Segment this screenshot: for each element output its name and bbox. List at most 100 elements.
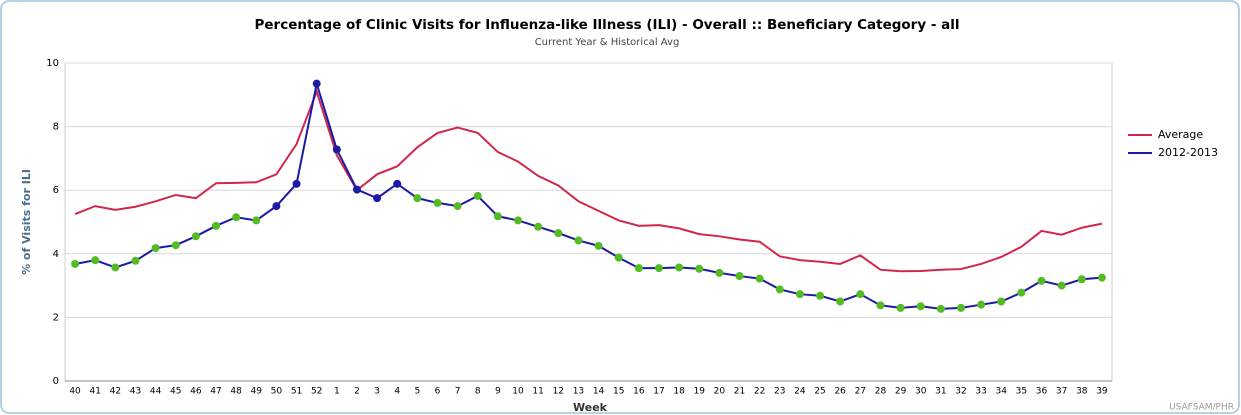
x-tick-label: 5 xyxy=(414,387,420,397)
x-tick-label: 9 xyxy=(495,387,501,397)
point xyxy=(1017,288,1026,297)
x-tick-label: 33 xyxy=(975,387,986,397)
x-tick-label: 41 xyxy=(89,387,100,397)
x-tick-label: 22 xyxy=(754,387,765,397)
y-tick-label: 4 xyxy=(53,249,59,260)
point xyxy=(493,212,502,221)
series-line xyxy=(74,88,1103,273)
x-tick-label: 4 xyxy=(394,387,400,397)
point xyxy=(332,145,341,154)
point xyxy=(836,297,845,306)
point xyxy=(634,264,643,273)
point xyxy=(191,232,200,241)
credit: USAFSAM/PHR xyxy=(1169,403,1234,413)
x-tick-label: 7 xyxy=(455,387,461,397)
point xyxy=(554,229,563,238)
x-tick-label: 6 xyxy=(435,387,441,397)
point xyxy=(614,253,623,262)
y-tick-label: 2 xyxy=(53,312,59,323)
point xyxy=(936,304,945,313)
point xyxy=(514,216,523,225)
point xyxy=(453,202,462,211)
y-tick-label: 8 xyxy=(53,122,59,133)
point xyxy=(896,303,905,312)
x-tick-label: 37 xyxy=(1056,387,1067,397)
x-tick-label: 52 xyxy=(311,387,322,397)
y-tick-label: 6 xyxy=(53,185,59,196)
x-tick-label: 38 xyxy=(1076,387,1088,397)
point xyxy=(212,221,221,230)
point xyxy=(534,222,543,231)
x-tick-label: 15 xyxy=(613,387,624,397)
x-tick-label: 11 xyxy=(532,387,543,397)
x-tick-label: 35 xyxy=(1016,387,1027,397)
x-tick-label: 48 xyxy=(230,387,242,397)
x-tick-label: 23 xyxy=(774,387,785,397)
point xyxy=(393,179,402,188)
x-tick-label: 40 xyxy=(69,387,81,397)
point xyxy=(272,202,281,211)
x-tick-label: 26 xyxy=(834,387,846,397)
point xyxy=(252,216,261,225)
point xyxy=(1077,275,1086,284)
x-tick-label: 25 xyxy=(814,387,825,397)
point xyxy=(413,194,422,203)
x-tick-label: 45 xyxy=(170,387,181,397)
x-tick-label: 44 xyxy=(150,387,162,397)
point xyxy=(775,285,784,294)
point xyxy=(131,256,140,265)
point xyxy=(71,259,80,268)
y-tick-label: 0 xyxy=(53,376,59,387)
x-tick-label: 19 xyxy=(694,387,706,397)
x-tick-label: 51 xyxy=(291,387,302,397)
point xyxy=(795,290,804,299)
point xyxy=(916,302,925,311)
point xyxy=(735,272,744,281)
point xyxy=(433,198,442,207)
x-tick-label: 47 xyxy=(210,387,221,397)
x-tick-label: 43 xyxy=(130,387,141,397)
point xyxy=(292,179,301,188)
point xyxy=(373,194,382,203)
x-tick-label: 39 xyxy=(1096,387,1108,397)
chart-title: Percentage of Clinic Visits for Influenz… xyxy=(255,17,960,33)
point xyxy=(232,213,241,222)
point xyxy=(111,263,120,272)
x-tick-label: 36 xyxy=(1036,387,1048,397)
point xyxy=(574,236,583,245)
x-tick-label: 17 xyxy=(653,387,664,397)
point xyxy=(695,264,704,273)
x-tick-label: 27 xyxy=(855,387,866,397)
point xyxy=(654,264,663,273)
point xyxy=(91,256,100,265)
x-tick-label: 1 xyxy=(334,387,340,397)
x-tick-label: 10 xyxy=(512,387,524,397)
x-tick-label: 20 xyxy=(714,387,726,397)
point xyxy=(473,191,482,200)
point xyxy=(1097,273,1106,282)
x-tick-label: 46 xyxy=(190,387,202,397)
point xyxy=(755,274,764,283)
plot-area xyxy=(64,62,1113,382)
point xyxy=(715,268,724,277)
y-tick-label: 10 xyxy=(46,58,59,69)
chart-subtitle: Current Year & Historical Avg xyxy=(535,37,680,48)
point xyxy=(876,301,885,310)
series-line xyxy=(74,83,1103,310)
legend-label: Average xyxy=(1158,128,1203,141)
point xyxy=(312,79,321,88)
x-tick-label: 29 xyxy=(895,387,907,397)
x-tick-label: 28 xyxy=(875,387,887,397)
x-tick-label: 50 xyxy=(271,387,283,397)
point xyxy=(171,241,180,250)
point xyxy=(594,241,603,250)
x-tick-label: 30 xyxy=(915,387,927,397)
x-tick-label: 42 xyxy=(110,387,121,397)
point xyxy=(816,291,825,300)
point xyxy=(956,303,965,312)
point xyxy=(997,297,1006,306)
x-tick-label: 18 xyxy=(673,387,685,397)
point xyxy=(675,263,684,272)
point xyxy=(1057,281,1066,290)
